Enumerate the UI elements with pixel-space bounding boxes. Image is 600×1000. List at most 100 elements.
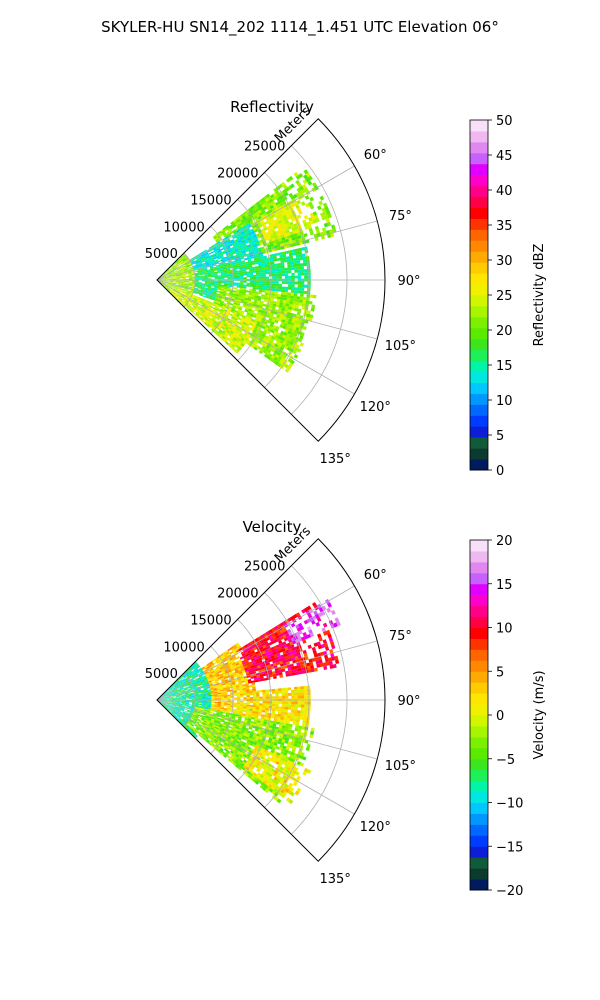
data-cell <box>217 697 222 700</box>
data-cell <box>178 679 183 682</box>
data-cell <box>239 270 244 273</box>
data-cell <box>178 678 182 681</box>
data-cell <box>203 268 208 271</box>
data-cell <box>265 707 269 711</box>
data-cell <box>180 267 184 270</box>
data-cell <box>293 665 298 670</box>
data-cell <box>280 225 285 230</box>
data-cell <box>201 304 206 307</box>
data-cell <box>269 637 275 642</box>
data-cell <box>173 689 178 692</box>
data-cell <box>297 704 302 708</box>
data-cell <box>217 704 222 707</box>
data-cell <box>218 232 223 236</box>
data-cell <box>194 705 199 707</box>
data-cell <box>246 655 251 659</box>
data-cell <box>188 706 192 708</box>
data-cell <box>172 283 177 285</box>
data-cell <box>283 637 289 642</box>
data-cell <box>166 269 170 272</box>
data-cell <box>259 723 264 727</box>
data-cell <box>268 650 273 655</box>
data-cell <box>179 265 183 268</box>
data-cell <box>228 229 233 233</box>
data-cell <box>185 705 189 708</box>
data-cell <box>271 288 276 292</box>
data-cell <box>233 645 238 650</box>
data-cell <box>286 297 291 302</box>
data-cell <box>176 267 180 270</box>
data-cell <box>213 301 217 305</box>
data-cell <box>214 325 218 329</box>
data-cell <box>182 701 186 703</box>
data-cell <box>159 697 164 699</box>
data-cell <box>218 335 222 339</box>
colorbar-segment <box>470 218 488 230</box>
data-cell <box>252 207 257 212</box>
data-cell <box>270 295 275 299</box>
data-cell <box>178 271 182 274</box>
data-cell <box>182 678 186 682</box>
data-cell <box>225 651 230 655</box>
data-cell <box>180 261 184 264</box>
data-cell <box>170 684 174 688</box>
data-cell <box>211 273 215 275</box>
data-cell <box>199 300 204 304</box>
data-cell <box>192 265 197 267</box>
data-cell <box>288 726 293 731</box>
data-cell <box>267 328 272 333</box>
data-cell <box>225 341 230 346</box>
data-cell <box>246 704 250 707</box>
data-cell <box>252 686 256 689</box>
data-cell <box>179 276 183 278</box>
data-cell <box>260 676 264 680</box>
data-cell <box>232 303 237 307</box>
data-cell <box>265 691 270 695</box>
data-cell <box>219 333 224 338</box>
data-cell <box>266 645 271 650</box>
data-cell <box>256 694 260 697</box>
data-cell <box>215 332 220 337</box>
data-cell <box>172 274 176 276</box>
data-cell <box>279 240 284 245</box>
data-cell <box>180 288 185 291</box>
data-cell <box>254 248 259 252</box>
data-cell <box>232 644 237 648</box>
data-cell <box>210 709 214 712</box>
data-cell <box>288 723 293 728</box>
data-cell <box>256 302 261 306</box>
data-cell <box>227 309 232 312</box>
data-cell <box>271 725 276 730</box>
data-cell <box>290 637 296 642</box>
data-cell <box>245 267 250 270</box>
data-cell <box>209 662 214 666</box>
data-cell <box>223 653 227 657</box>
data-cell <box>231 679 235 682</box>
colorbar-segment <box>470 338 488 351</box>
data-cell <box>247 657 252 661</box>
data-cell <box>243 216 248 221</box>
data-cell <box>252 281 257 284</box>
data-cell <box>208 296 213 299</box>
data-cell <box>220 695 225 697</box>
data-cell <box>282 300 287 304</box>
data-cell <box>277 716 281 720</box>
data-cell <box>290 730 295 734</box>
data-cell <box>177 689 181 692</box>
colorbar-segment <box>470 251 488 263</box>
data-cell <box>280 218 286 223</box>
data-cell <box>289 221 294 226</box>
data-cell <box>201 703 206 705</box>
data-cell <box>295 326 300 332</box>
data-cell <box>223 287 228 290</box>
data-cell <box>285 229 290 234</box>
data-cell <box>261 650 266 655</box>
data-cell <box>166 281 170 283</box>
data-cell <box>300 284 305 288</box>
data-cell <box>256 213 261 218</box>
data-cell <box>252 266 256 269</box>
data-cell <box>163 700 167 702</box>
data-cell <box>182 274 186 276</box>
data-cell <box>264 262 269 266</box>
data-cell <box>205 254 210 258</box>
